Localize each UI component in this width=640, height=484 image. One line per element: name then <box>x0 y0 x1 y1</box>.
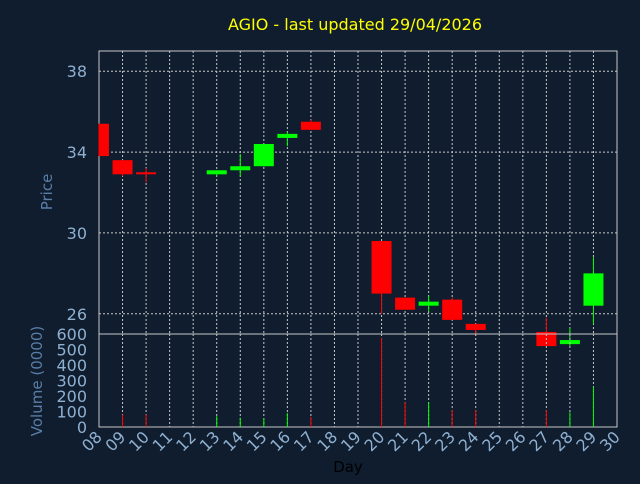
price-tick-label: 30 <box>67 224 87 243</box>
volume-panel-frame <box>98 333 618 428</box>
candle-body <box>395 297 416 310</box>
candle-body <box>253 143 274 167</box>
x-tick-label: 30 <box>596 427 624 455</box>
price-tick-label: 34 <box>67 143 87 162</box>
price-panel: 26 30 34 38 <box>67 50 618 347</box>
volume-axis-label: Volume (0000) <box>28 326 46 436</box>
price-axis-label: Price <box>38 174 56 211</box>
candle-body <box>442 299 463 320</box>
price-tick-label: 26 <box>67 305 87 324</box>
candle-body <box>99 123 109 157</box>
candle-body <box>371 241 392 294</box>
volume-tick-label: 0 <box>77 418 87 437</box>
candle-body <box>465 323 486 330</box>
candle-body <box>230 166 251 171</box>
candle-body <box>277 133 298 138</box>
x-axis-label: Day <box>333 458 363 476</box>
volume-tick-label: 500 <box>56 341 87 360</box>
candle-body <box>300 121 321 130</box>
volume-tick-label: 300 <box>56 372 87 391</box>
volume-tick-label: 200 <box>56 387 87 406</box>
candle-body <box>418 301 439 306</box>
volume-tick-label: 600 <box>56 325 87 344</box>
chart-title: AGIO - last updated 29/04/2026 <box>228 15 482 34</box>
candle-body <box>136 172 157 175</box>
volume-tick-label: 100 <box>56 403 87 422</box>
candle-body <box>206 170 227 175</box>
candle-body <box>112 160 133 175</box>
price-tick-label: 38 <box>67 62 87 81</box>
x-tick-labels: 0809101112131415161718192021222324252627… <box>78 427 624 455</box>
candle-body <box>583 273 604 306</box>
volume-tick-label: 400 <box>56 356 87 375</box>
